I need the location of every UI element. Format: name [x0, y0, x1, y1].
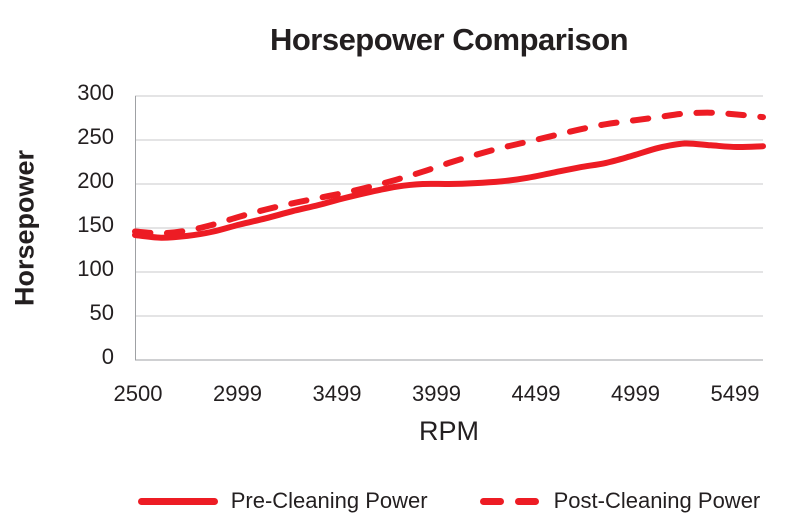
- y-tick-label: 250: [77, 124, 114, 149]
- x-tick-label: 3499: [312, 381, 362, 406]
- x-axis-title: RPM: [419, 416, 479, 446]
- dashed-line-swatch-icon: [479, 497, 539, 505]
- legend-item-post-cleaning: Post-Cleaning Power: [479, 488, 761, 514]
- legend-label-post-cleaning: Post-Cleaning Power: [553, 488, 761, 513]
- x-tick-label: 4499: [511, 381, 561, 406]
- x-tick-label: 2999: [213, 381, 262, 406]
- y-tick-label: 50: [89, 300, 114, 325]
- chart-title: Horsepower Comparison: [269, 22, 629, 57]
- y-tick-label: 200: [77, 168, 114, 193]
- x-tick-label: 5499: [710, 381, 760, 406]
- x-tick-label: 4999: [611, 381, 660, 406]
- y-tick-label: 100: [77, 256, 114, 281]
- x-tick-label: 3999: [412, 381, 461, 406]
- y-tick-label: 300: [77, 80, 114, 105]
- plot-area: [132, 95, 766, 361]
- y-tick-label: 150: [77, 212, 114, 237]
- legend-item-pre-cleaning: Pre-Cleaning Power: [137, 488, 428, 514]
- y-tick-label: 0: [101, 344, 114, 369]
- pre-cleaning-line: [132, 140, 766, 241]
- x-tick-label: 2500: [113, 381, 163, 406]
- legend-label-pre-cleaning: Pre-Cleaning Power: [230, 488, 428, 513]
- legend: Pre-Cleaning Power Post-Cleaning Power: [135, 486, 763, 516]
- post-cleaning-line: [132, 109, 766, 237]
- solid-line-swatch-icon: [137, 497, 218, 505]
